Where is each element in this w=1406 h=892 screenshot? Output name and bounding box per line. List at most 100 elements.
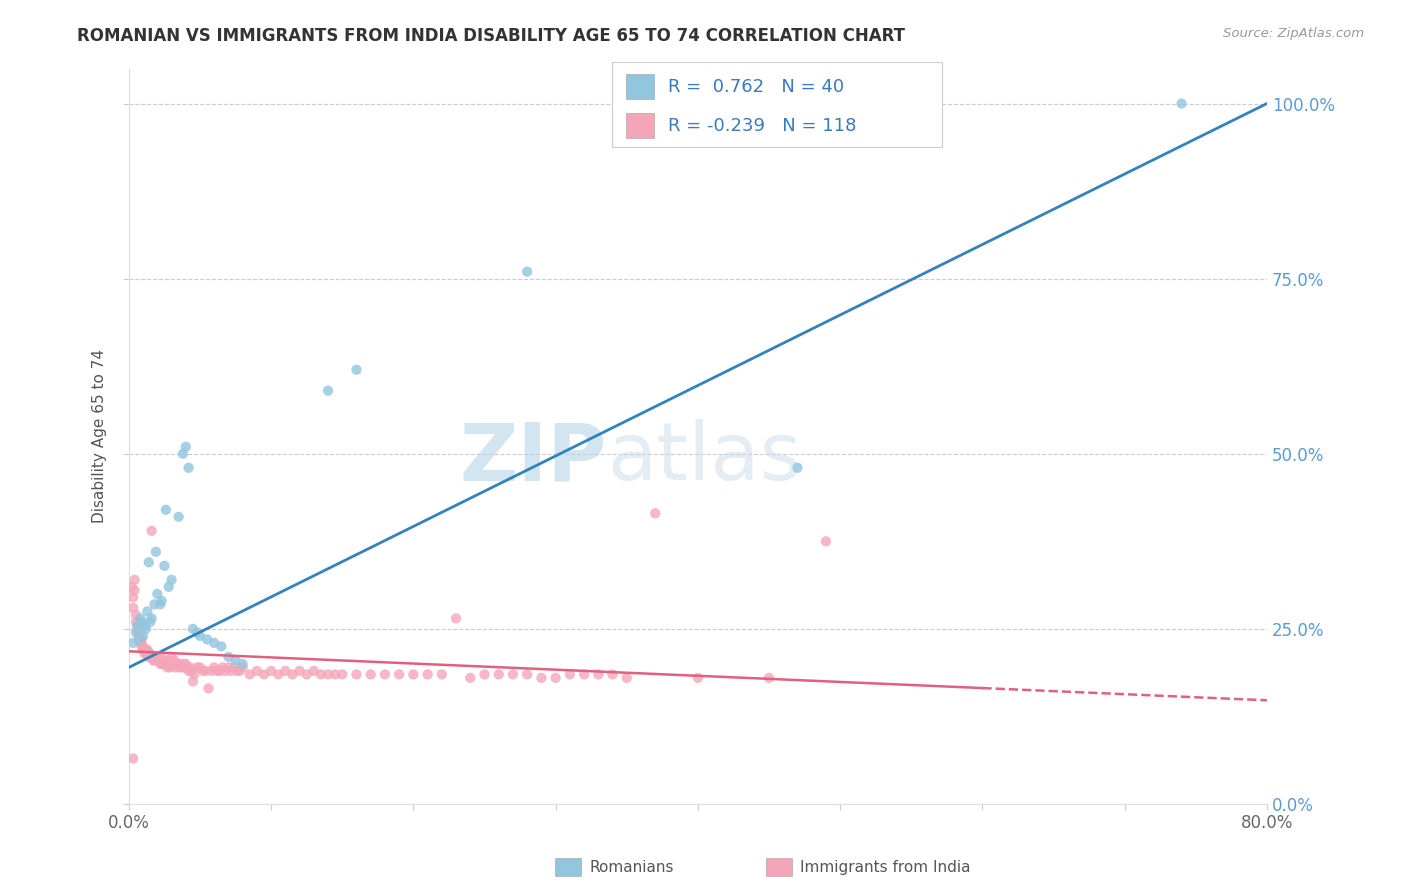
Point bbox=[143, 653, 166, 667]
Point bbox=[127, 622, 149, 636]
Point bbox=[180, 664, 202, 678]
Point bbox=[211, 660, 233, 674]
Point bbox=[253, 667, 276, 681]
Point bbox=[121, 580, 143, 594]
Point bbox=[558, 667, 581, 681]
Point bbox=[302, 664, 325, 678]
Point bbox=[135, 646, 157, 660]
Point bbox=[246, 664, 269, 678]
Point bbox=[149, 657, 172, 671]
Point bbox=[169, 660, 191, 674]
Point bbox=[225, 653, 247, 667]
Point bbox=[530, 671, 553, 685]
Point bbox=[129, 611, 152, 625]
Point bbox=[488, 667, 510, 681]
Point bbox=[288, 664, 311, 678]
Point bbox=[139, 649, 162, 664]
Point bbox=[181, 622, 204, 636]
Point bbox=[145, 649, 167, 664]
Point bbox=[330, 667, 353, 681]
Point bbox=[374, 667, 396, 681]
Point bbox=[165, 660, 187, 674]
Point bbox=[128, 625, 150, 640]
Point bbox=[136, 646, 159, 660]
Point bbox=[139, 646, 162, 660]
Point bbox=[1170, 96, 1192, 111]
Text: R =  0.762   N = 40: R = 0.762 N = 40 bbox=[668, 78, 844, 95]
Point bbox=[217, 649, 239, 664]
Text: Romanians: Romanians bbox=[589, 860, 673, 874]
Point bbox=[132, 640, 155, 654]
Point bbox=[316, 384, 339, 398]
Point bbox=[388, 667, 411, 681]
Point bbox=[544, 671, 567, 685]
Point bbox=[135, 622, 157, 636]
Point bbox=[402, 667, 425, 681]
Point bbox=[157, 580, 180, 594]
Point bbox=[458, 671, 481, 685]
Point bbox=[122, 636, 145, 650]
Text: ZIP: ZIP bbox=[460, 419, 607, 498]
Point bbox=[167, 509, 190, 524]
Point bbox=[232, 660, 254, 674]
Point bbox=[138, 646, 160, 660]
Point bbox=[125, 625, 148, 640]
Point bbox=[122, 751, 145, 765]
Point bbox=[127, 618, 149, 632]
Point bbox=[162, 657, 184, 671]
Point bbox=[153, 657, 176, 671]
Point bbox=[232, 657, 254, 671]
Text: Source: ZipAtlas.com: Source: ZipAtlas.com bbox=[1223, 27, 1364, 40]
Point bbox=[148, 653, 170, 667]
Point bbox=[122, 600, 145, 615]
Text: Immigrants from India: Immigrants from India bbox=[800, 860, 970, 874]
Point bbox=[174, 440, 197, 454]
Text: ROMANIAN VS IMMIGRANTS FROM INDIA DISABILITY AGE 65 TO 74 CORRELATION CHART: ROMANIAN VS IMMIGRANTS FROM INDIA DISABI… bbox=[77, 27, 905, 45]
Point bbox=[150, 594, 173, 608]
Point bbox=[134, 643, 156, 657]
Text: R = -0.239   N = 118: R = -0.239 N = 118 bbox=[668, 117, 856, 135]
Point bbox=[214, 664, 236, 678]
Point bbox=[267, 667, 290, 681]
Point bbox=[146, 587, 169, 601]
Point bbox=[132, 643, 155, 657]
Point bbox=[132, 629, 155, 643]
Point bbox=[572, 667, 595, 681]
Point bbox=[177, 664, 200, 678]
Point bbox=[155, 657, 177, 671]
Point bbox=[205, 664, 228, 678]
Point bbox=[602, 667, 624, 681]
Point bbox=[686, 671, 709, 685]
Point bbox=[150, 657, 173, 671]
Point bbox=[128, 629, 150, 643]
Point bbox=[239, 667, 262, 681]
Point bbox=[195, 632, 218, 647]
Point bbox=[167, 657, 190, 671]
Point bbox=[191, 664, 214, 678]
Point bbox=[219, 664, 242, 678]
Point bbox=[644, 506, 666, 520]
Point bbox=[141, 524, 163, 538]
Point bbox=[146, 653, 169, 667]
Point bbox=[160, 573, 183, 587]
Point bbox=[274, 664, 297, 678]
Point bbox=[177, 460, 200, 475]
Point bbox=[444, 611, 467, 625]
Point bbox=[208, 664, 231, 678]
Point bbox=[200, 664, 222, 678]
Point bbox=[346, 667, 368, 681]
Point bbox=[125, 615, 148, 629]
Point bbox=[160, 649, 183, 664]
Point bbox=[616, 671, 638, 685]
Point bbox=[172, 657, 194, 671]
Point bbox=[141, 611, 163, 625]
Point bbox=[814, 534, 837, 549]
Point bbox=[153, 558, 176, 573]
Point bbox=[142, 649, 165, 664]
Point bbox=[156, 660, 179, 674]
Point bbox=[181, 674, 204, 689]
Point bbox=[129, 636, 152, 650]
Point bbox=[135, 643, 157, 657]
Point bbox=[124, 583, 146, 598]
Point bbox=[309, 667, 332, 681]
